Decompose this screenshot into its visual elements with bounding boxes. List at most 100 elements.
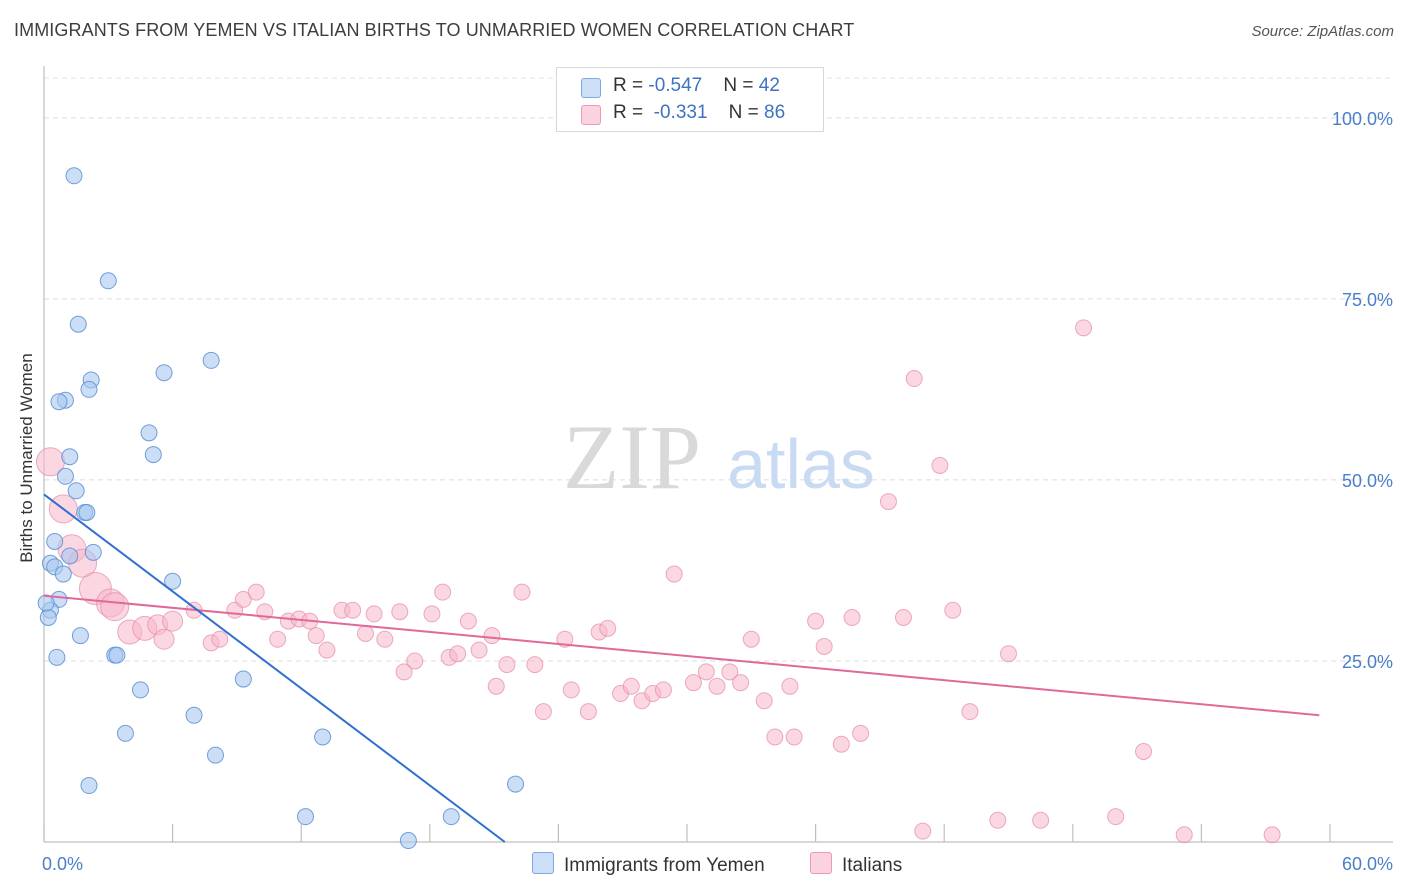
italians-point [406,652,424,670]
yemen-point [46,532,64,550]
italians-point [1032,811,1050,829]
italians-point [365,605,383,623]
grid-lines [44,77,1393,662]
chart-title: IMMIGRANTS FROM YEMEN VS ITALIAN BIRTHS … [14,20,855,40]
italians-point [807,612,825,630]
bottom-legend-italians: Italians [810,852,902,877]
legend-swatch-yemen [581,78,601,98]
yemen-point [80,380,98,398]
italians-point [1135,742,1153,760]
yemen-point [399,832,417,850]
italians-point [470,641,488,659]
bottom-legend-label-italians: Italians [842,855,903,876]
italians-point [708,677,726,695]
italians-point [622,677,640,695]
italians-point [534,703,552,721]
chart-source: Source: ZipAtlas.com [1251,23,1394,40]
yemen-point [54,565,72,583]
yemen-point [202,351,220,369]
italians-point [742,630,760,648]
yemen-point [48,648,66,666]
yemen-point [108,646,126,664]
bottom-legend-yemen: Immigrants from Yemen [532,852,765,877]
italians-point [931,456,949,474]
italians-point [234,590,252,608]
yemen-point [67,482,85,500]
yemen-point [61,448,79,466]
italians-point [307,627,325,645]
italians-point [785,728,803,746]
italians-point [815,637,833,655]
yemen-point [314,728,332,746]
y-tick-label: 100.0% [1332,109,1393,129]
yemen-point [78,504,96,522]
italians-point [852,724,870,742]
italians-point [449,645,467,663]
legend-n-label: N = [728,102,765,123]
italians-point [153,628,175,650]
trend-lines [43,493,1320,843]
x-tick-label-min: 0.0% [42,854,83,874]
italians-point [1263,826,1281,844]
y-axis-label: Births to Unmarried Women [17,353,36,562]
italians-point [1107,808,1125,826]
watermark-atlas: atlas [727,425,875,503]
yemen-point [164,572,182,590]
yemen-point [296,808,314,826]
legend-n-value: 86 [764,102,786,123]
legend-swatch-italians [581,105,601,125]
italians-point [944,601,962,619]
italians-point [247,583,265,601]
yemen-point [234,670,252,688]
italians-point [579,703,597,721]
yemen-point [507,775,525,793]
italians-point [162,610,184,632]
yemen-point [65,167,83,185]
italians-point [684,674,702,692]
italians-point [721,663,739,681]
yemen-point [39,609,57,627]
italians-point [100,592,130,622]
italians-point [914,822,932,840]
italians-point [905,370,923,388]
bottom-legend-swatch-yemen [532,852,554,874]
italians-point [434,583,452,601]
yemen-point [442,808,460,826]
italians-point [395,663,413,681]
axes [43,66,1393,843]
italians-point [376,630,394,648]
italians-point [755,692,773,710]
italians-point [1175,826,1193,844]
italians-point [894,609,912,627]
italians-point [483,627,501,645]
italians-point [562,681,580,699]
watermark: ZIP atlas [563,406,875,508]
yemen-point [206,746,224,764]
yemen-point [80,777,98,795]
italians-point [832,735,850,753]
x-tick-label-max: 60.0% [1342,854,1393,874]
italians-point [513,583,531,601]
italians-point [732,674,750,692]
italians-point [391,603,409,621]
legend-n-label: N = [723,75,759,96]
yemen-point [131,681,149,699]
italians-point [211,630,229,648]
italians-point [344,601,362,619]
bottom-legend-label-yemen: Immigrants from Yemen [564,855,765,876]
italians-point [526,656,544,674]
italians-point [989,811,1007,829]
italians-point [766,728,784,746]
yemen-point [140,424,158,442]
legend-r-value: -0.547 [648,75,703,96]
y-tick-label: 25.0% [1342,652,1393,672]
yemen-point [185,706,203,724]
legend-r-value: -0.331 [653,102,708,123]
series-italians [35,319,1281,844]
italians-point [961,703,979,721]
yemen-point [155,364,173,382]
italians-point [498,656,516,674]
yemen-point [84,543,102,561]
yemen-point [69,315,87,333]
